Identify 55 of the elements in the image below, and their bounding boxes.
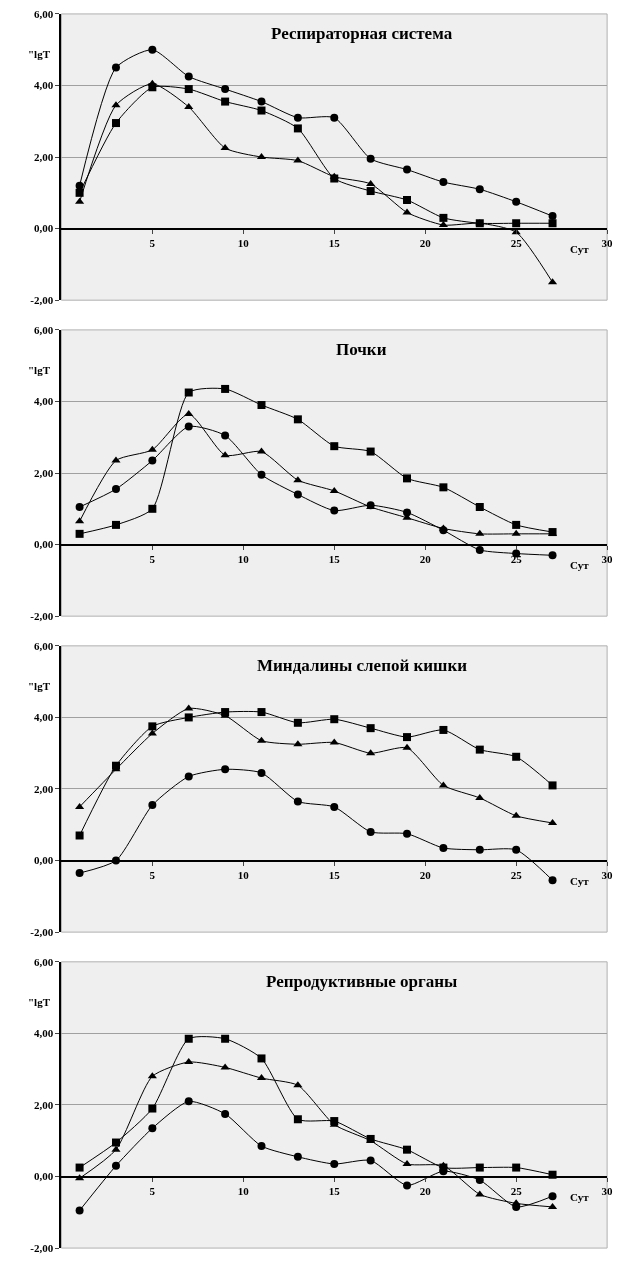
x-tick-label: 15 xyxy=(328,552,341,565)
y-tick-label: 6,00 xyxy=(33,323,54,336)
text: Миндалины слепой кишки xyxy=(257,656,468,675)
x-tick-label: 5 xyxy=(149,1184,156,1197)
y-tick-label: 0,00 xyxy=(33,1170,54,1183)
x-axis-title: Сут xyxy=(570,1191,590,1203)
x-axis-title: Сут xyxy=(570,559,590,571)
y-axis-title: "lgT xyxy=(28,48,51,60)
y-axis-title: "lgT xyxy=(28,680,51,692)
text: Респираторная система xyxy=(271,24,453,43)
x-tick-label: 15 xyxy=(328,1184,341,1197)
x-tick-label: 25 xyxy=(510,868,523,881)
text: Репродуктивные органы xyxy=(266,972,458,991)
y-tick-label: -2,00 xyxy=(30,925,54,938)
x-tick-label: 5 xyxy=(149,552,156,565)
x-tick-label: 20 xyxy=(419,236,432,249)
x-tick-label: 5 xyxy=(149,236,156,249)
x-tick-label: 25 xyxy=(510,1184,523,1197)
text: Почки xyxy=(336,340,387,359)
x-tick-label: 10 xyxy=(237,868,250,881)
x-tick-label: 15 xyxy=(328,236,341,249)
y-tick-label: 4,00 xyxy=(33,1027,54,1040)
y-axis-title: "lgT xyxy=(28,996,51,1008)
y-tick-label: -2,00 xyxy=(30,609,54,622)
y-tick-label: 6,00 xyxy=(33,7,54,20)
y-axis-title: "lgT xyxy=(28,364,51,376)
y-tick-label: 4,00 xyxy=(33,79,54,92)
y-tick-label: 0,00 xyxy=(33,538,54,551)
y-tick-label: 0,00 xyxy=(33,854,54,867)
x-axis-title: Сут xyxy=(570,243,590,255)
x-tick-label: 10 xyxy=(237,236,250,249)
y-tick-label: 4,00 xyxy=(33,395,54,408)
y-tick-label: 2,00 xyxy=(33,1098,54,1111)
x-axis-title: Сут xyxy=(570,875,590,887)
y-tick-label: 2,00 xyxy=(33,782,54,795)
y-tick-label: -2,00 xyxy=(30,1241,54,1254)
y-tick-label: 4,00 xyxy=(33,711,54,724)
x-tick-label: 20 xyxy=(419,552,432,565)
x-tick-label: 25 xyxy=(510,236,523,249)
y-tick-label: 2,00 xyxy=(33,466,54,479)
x-tick-label: 30 xyxy=(601,868,614,881)
y-tick-label: 6,00 xyxy=(33,955,54,968)
x-tick-label: 30 xyxy=(601,552,614,565)
y-tick-label: 6,00 xyxy=(33,639,54,652)
x-tick-label: 20 xyxy=(419,1184,432,1197)
y-tick-label: 0,00 xyxy=(33,222,54,235)
x-tick-label: 15 xyxy=(328,868,341,881)
x-tick-label: 10 xyxy=(237,1184,250,1197)
y-tick-label: 2,00 xyxy=(33,150,54,163)
x-tick-label: 30 xyxy=(601,236,614,249)
x-tick-label: 30 xyxy=(601,1184,614,1197)
y-tick-label: -2,00 xyxy=(30,294,54,307)
x-tick-label: 20 xyxy=(419,868,432,881)
x-tick-label: 10 xyxy=(237,552,250,565)
x-tick-label: 5 xyxy=(149,868,156,881)
